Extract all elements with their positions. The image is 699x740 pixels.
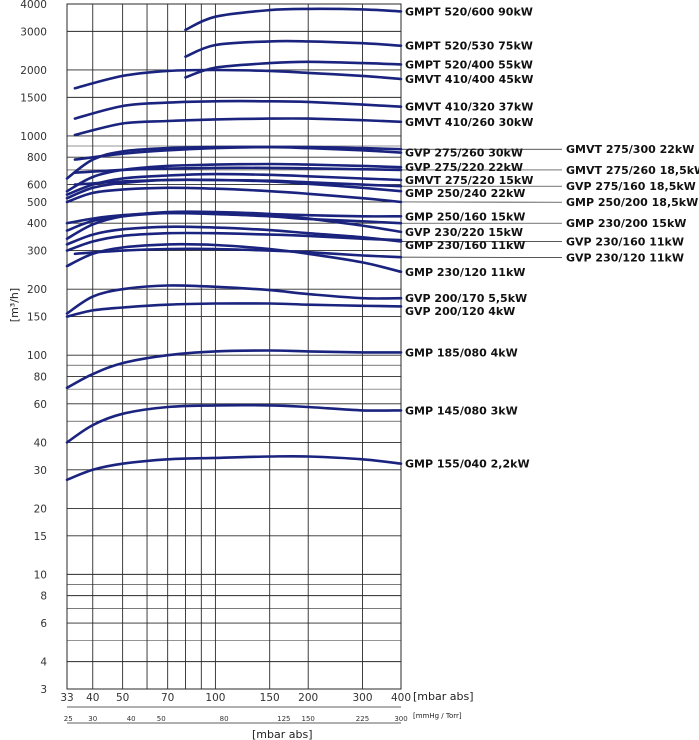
series-label-gmvt-410-400-45kw: GMVT 410/400 45kW — [405, 73, 533, 86]
y-tick-label: 1000 — [20, 131, 47, 143]
series-label-gmvt-275-220-15kw: GMVT 275/220 15kW — [405, 174, 533, 187]
y-tick-label: 30 — [34, 465, 47, 477]
series-labels: GMPT 520/600 90kW GMPT 520/530 75kW GMPT 5… — [400, 5, 699, 471]
y-tick-label: 2000 — [20, 65, 47, 77]
curve-gmvt-275-260-18-5kw — [73, 166, 403, 174]
curve-gmp-185-080-4kw — [65, 349, 403, 390]
y-tick-label: 800 — [27, 152, 47, 164]
x2-tick-label: 80 — [220, 715, 229, 723]
curve-gmp-230-200-15kw — [65, 211, 403, 225]
curve-gmpt-520-600-90kw — [184, 7, 403, 32]
series-label-gmvt-275-260-18-5kw: GMVT 275/260 18,5kW — [566, 164, 699, 177]
curve-gmp-250-240-22kw — [65, 178, 403, 200]
x-axis-title: [mbar abs] — [413, 690, 474, 703]
x-tick-label: 100 — [205, 692, 225, 704]
series-label-gmpt-520-400-55kw: GMPT 520/400 55kW — [405, 58, 533, 71]
x2-axis-title: [mmHg / Torr] — [413, 712, 462, 720]
series-label-gmp-155-040-2-2kw: GMP 155/040 2,2kW — [405, 458, 530, 471]
series-label-gvp-230-120-11kw: GVP 230/120 11kW — [566, 252, 684, 265]
y-tick-label: 100 — [27, 350, 47, 362]
x2-tick-label: 125 — [277, 715, 290, 723]
x-tick-label: 70 — [161, 692, 174, 704]
y-tick-label: 40 — [34, 437, 47, 449]
series-label-gmp-230-120-11kw: GMP 230/120 11kW — [405, 266, 525, 279]
series-label-gvp-200-170-5-5kw: GVP 200/170 5,5kW — [405, 292, 527, 305]
x-axis-ticks: 33 40 50 70 100 150 200 300 400 25 30 40 50 80 125 150 2… — [60, 692, 411, 724]
series-label-gmp-250-160-15kw: GMP 250/160 15kW — [405, 210, 525, 223]
x2-tick-label: 30 — [88, 715, 97, 723]
y-tick-label: 60 — [34, 399, 47, 411]
series-label-gmvt-410-320-37kw: GMVT 410/320 37kW — [405, 101, 533, 114]
y-tick-label: 400 — [27, 218, 47, 230]
curve-gvp-200-170-5-5kw — [65, 284, 403, 315]
x-tick-label: 150 — [260, 692, 280, 704]
x-tick-label: 33 — [60, 692, 73, 704]
y-tick-label: 3000 — [20, 26, 47, 38]
y-tick-label: 8 — [40, 591, 47, 603]
y-tick-label: 4 — [40, 657, 47, 669]
series-label-gvp-200-120-4kw: GVP 200/120 4kW — [405, 305, 515, 318]
series-label-gvp-230-220-15kw: GVP 230/220 15kW — [405, 226, 523, 239]
y-axis-title: [m³/h] — [8, 288, 21, 322]
x2-tick-label: 50 — [157, 715, 166, 723]
curve-gmpt-520-530-75kw — [184, 39, 403, 58]
y-axis-ticks: 3 4 6 8 10 15 20 30 40 60 80 100 150 200 300 400 500 600 8… — [20, 0, 47, 696]
x2-tick-label: 225 — [356, 715, 369, 723]
y-tick-label: 200 — [27, 284, 47, 296]
curve-gmp-155-040-2-2kw — [65, 454, 403, 482]
curve-gmp-250-200-18-5kw — [65, 186, 403, 204]
series-label-gmvt-410-260-30kw: GMVT 410/260 30kW — [405, 116, 533, 129]
series-label-gmpt-520-600-90kw: GMPT 520/600 90kW — [405, 5, 533, 18]
x2-tick-label: 40 — [127, 715, 136, 723]
x-tick-label: 400 — [391, 692, 411, 704]
x2-tick-label: 25 — [64, 715, 73, 723]
x-tick-label: 50 — [116, 692, 129, 704]
x-tick-label: 40 — [86, 692, 99, 704]
y-tick-label: 80 — [34, 371, 47, 383]
series-label-gmp-230-160-11kw: GMP 230/160 11kW — [405, 239, 525, 252]
y-tick-label: 3 — [40, 684, 47, 696]
series-label-gvp-275-160-18-5kw: GVP 275/160 18,5kW — [566, 180, 696, 193]
curve-gvp-230-220-15kw — [65, 210, 403, 240]
x2-tick-label: 300 — [394, 715, 407, 723]
bottom-axis-title: [mbar abs] — [252, 728, 313, 740]
curve-gvp-230-120-11kw — [73, 247, 403, 259]
y-tick-label: 1500 — [20, 92, 47, 104]
curve-gmvt-275-300-22kw — [73, 145, 403, 161]
y-tick-label: 10 — [34, 569, 47, 581]
curve-gvp-200-120-4kw — [65, 302, 403, 318]
series-label-gmpt-520-530-75kw: GMPT 520/530 75kW — [405, 40, 533, 53]
curve-gmp-145-080-3kw — [65, 403, 403, 444]
series-label-gmp-250-240-22kw: GMP 250/240 22kW — [405, 187, 525, 200]
curve-gmpt-520-400-55kw — [184, 60, 403, 79]
x2-tick-label: 150 — [302, 715, 315, 723]
x-tick-label: 300 — [352, 692, 372, 704]
curve-gmvt-410-400-45kw — [73, 68, 403, 90]
y-tick-label: 20 — [34, 503, 47, 515]
curve-gvp-230-160-11kw — [65, 225, 403, 246]
y-tick-label: 500 — [27, 197, 47, 209]
y-tick-label: 150 — [27, 312, 47, 324]
series-label-gvp-275-260-30kw: GVP 275/260 30kW — [405, 147, 523, 160]
y-tick-label: 4000 — [20, 0, 47, 11]
series-label-gmvt-275-300-22kw: GMVT 275/300 22kW — [566, 143, 694, 156]
series-label-gmp-250-200-18-5kw: GMP 250/200 18,5kW — [566, 196, 698, 209]
curve-gmvt-410-260-30kw — [73, 117, 403, 137]
series-label-gvp-230-160-11kw: GVP 230/160 11kW — [566, 236, 684, 249]
series-label-gmp-185-080-4kw: GMP 185/080 4kW — [405, 346, 518, 359]
series-label-gmp-230-200-15kw: GMP 230/200 15kW — [566, 217, 686, 230]
y-tick-label: 300 — [27, 246, 47, 258]
curve-gmp-230-160-11kw — [65, 231, 403, 252]
y-tick-label: 15 — [34, 531, 47, 543]
curve-gmvt-410-320-37kw — [73, 99, 403, 120]
x-tick-label: 200 — [298, 692, 318, 704]
series-label-gmp-145-080-3kw: GMP 145/080 3kW — [405, 404, 518, 417]
y-tick-label: 6 — [40, 618, 47, 630]
curve-gvp-275-220-22kw — [65, 162, 403, 193]
curves-layer — [65, 7, 403, 482]
series-label-gvp-275-220-22kw: GVP 275/220 22kW — [405, 161, 523, 174]
y-tick-label: 600 — [27, 180, 47, 192]
